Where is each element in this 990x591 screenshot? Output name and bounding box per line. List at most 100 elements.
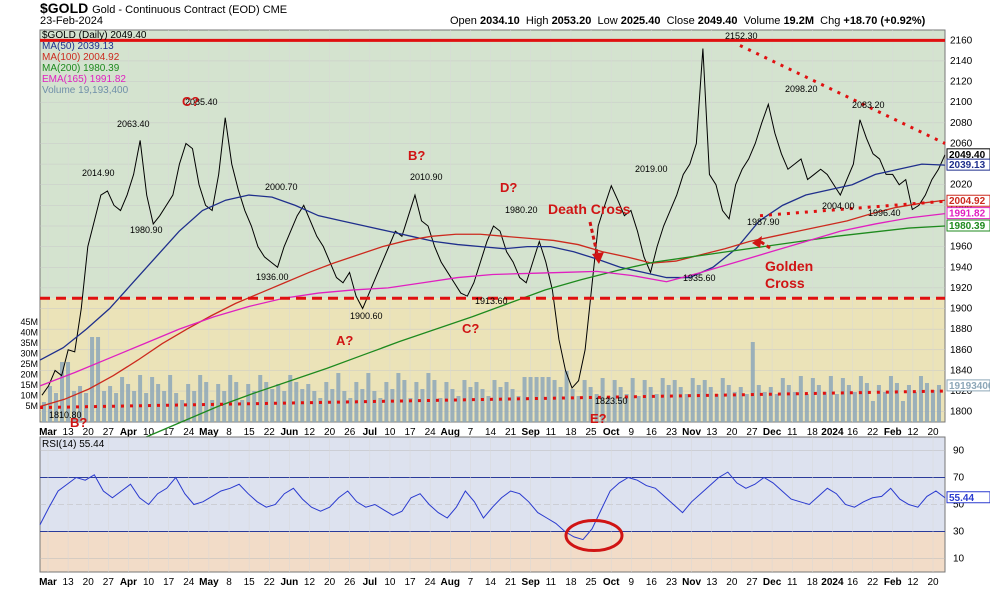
rsi-x-tick-label: 10 [143,577,155,588]
x-tick-label: 17 [163,427,175,438]
volume-bar [450,389,455,422]
volume-bar [282,391,287,422]
volume-bar [894,383,899,422]
golden-cross-label: Golden [765,258,813,274]
rsi-x-tick-label: 12 [907,577,919,588]
volume-bar [774,394,779,422]
x-tick-label: 20 [324,427,336,438]
volume-bar [228,375,233,422]
price-label: 2000.70 [265,182,298,192]
volume-bar [420,389,425,422]
x-tick-label: 11 [546,427,557,438]
rsi-x-tick-label: 11 [546,577,557,588]
y-tick-label: 1860 [950,345,973,356]
volume-bar [54,393,59,422]
volume-bar [216,384,221,422]
rsi-x-tick-label: Feb [884,577,902,588]
volume-bar [252,391,257,422]
rsi-x-tick-label: Oct [603,577,620,588]
x-tick-label: 24 [183,427,195,438]
rsi-x-tick-label: 24 [425,577,437,588]
price-label: 2152.30 [725,31,758,41]
volume-bar [312,391,317,422]
volume-bar [42,402,46,422]
rsi-x-tick-label: Mar [39,577,57,588]
volume-bar [108,386,113,422]
wave-label: A? [336,333,353,348]
rsi-x-tick-label: 27 [103,577,115,588]
volume-bar [120,377,125,422]
x-tick-label: 25 [586,427,598,438]
rsi-x-tick-label: 26 [344,577,356,588]
rsi-x-tick-label: Aug [441,577,460,588]
volume-bar [474,382,479,422]
legend-ma50: MA(50) 2039.13 [42,41,114,52]
volume-bar [180,400,185,422]
volume-bar [384,382,389,422]
volume-bar [882,392,887,422]
rsi-x-tick-label: 13 [706,577,718,588]
volume-bar [306,384,311,422]
volume-bar [780,378,785,422]
volume-bar [156,384,161,422]
volume-bar [624,394,629,422]
wave-label: C? [462,321,479,336]
price-label: 1810.80 [49,410,82,420]
value-box-label: 2004.92 [949,196,986,207]
value-box [946,194,990,207]
y-tick-label: 2140 [950,56,973,67]
volume-bar [876,385,881,422]
volume-bar [72,391,77,422]
price-label: 2014.90 [82,168,115,178]
death-cross-label: Death Cross [548,201,631,217]
rsi-x-tick-label: 22 [264,577,276,588]
rsi-x-tick-label: 15 [244,577,256,588]
price-label: 2063.40 [117,119,150,129]
volume-bar [798,376,803,422]
rsi-bg-upper [40,437,945,532]
volume-bar [330,389,335,422]
volume-tick-label: 25M [20,359,38,369]
x-tick-label: May [199,427,219,438]
volume-tick-label: 35M [20,338,38,348]
volume-bar [930,390,935,422]
volume-bar [666,385,671,422]
price-label: 2019.00 [635,164,668,174]
ohlc-readout: Open 2034.10 High 2053.20 Low 2025.40 Cl… [450,15,926,27]
x-tick-label: Sep [522,427,540,438]
volume-bar [654,394,659,422]
volume-bar [702,380,707,422]
x-tick-label: 22 [264,427,276,438]
volume-bar [468,387,473,422]
volume-bar [402,380,407,422]
rsi-x-tick-label: 8 [226,577,232,588]
rsi-x-tick-label: 20 [83,577,95,588]
series-gold [41,48,946,396]
series-ma100 [39,199,946,408]
volume-bar [642,380,647,422]
x-tick-label: 18 [565,427,577,438]
rsi-tick-label: 70 [953,473,965,484]
volume-bar [66,362,71,422]
volume-bar [762,392,767,422]
rsi-x-tick-label: 20 [324,577,336,588]
volume-bar [372,391,377,422]
y-tick-label: 1880 [950,324,973,335]
y-tick-label: 2160 [950,35,973,46]
rsi-x-tick-label: 25 [586,577,598,588]
death-cross-arrow [588,221,600,259]
volume-bar [720,378,725,422]
volume-bar [144,393,149,422]
volume-bar [678,387,683,422]
volume-bar [786,385,791,422]
volume-tick-label: 20M [20,370,38,380]
volume-bar [414,382,419,422]
instrument-name: Gold - Continuous Contract (EOD) CME [92,4,288,16]
volume-bar [864,383,869,422]
upper-trendline [739,44,946,145]
volume-bar [210,400,215,422]
y-tick-label: 1900 [950,304,973,315]
volume-bar [726,385,731,422]
rsi-x-tick-label: 13 [63,577,75,588]
